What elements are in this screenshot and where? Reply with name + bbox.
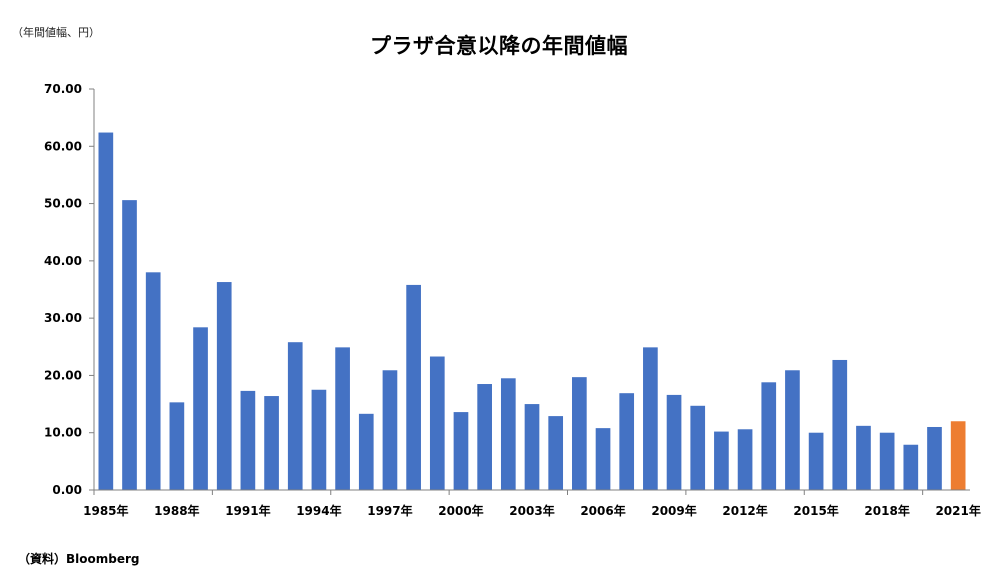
bar-1999年 (429, 356, 445, 490)
y-tick-label: 40.00 (44, 254, 82, 268)
bar-1991年 (240, 390, 256, 490)
y-ticks-group: 0.00 10.00 20.00 30.00 40.00 50.00 60.00 70.00 (44, 82, 94, 497)
y-tick-label: 20.00 (44, 368, 82, 382)
bar-1986年 (122, 200, 137, 490)
bar-1985年 (98, 132, 114, 491)
chart-title: プラザ合意以降の年間値幅 (370, 34, 628, 58)
bar-2018年 (879, 432, 895, 490)
bar-1993年 (287, 342, 303, 490)
bar-2005年 (572, 377, 587, 490)
bar-2012年 (737, 429, 753, 490)
bar-2011年 (714, 431, 729, 490)
y-tick-label: 10.00 (44, 426, 82, 440)
bar-2008年 (643, 347, 658, 490)
bar-2000年 (453, 412, 469, 490)
bar-2013年 (761, 382, 777, 490)
bar-1992年 (264, 396, 279, 490)
x-tick-label: 1994年 (296, 503, 341, 518)
bar-2002年 (500, 378, 516, 490)
bar-2015年 (808, 432, 824, 490)
bar-2003年 (524, 404, 540, 490)
bar-2001年 (477, 384, 492, 490)
x-tick-label: 1988年 (154, 503, 199, 518)
x-tick-label: 2000年 (438, 503, 483, 518)
y-tick-label: 30.00 (44, 311, 82, 325)
x-tick-label: 1997年 (367, 503, 412, 518)
bar-2006年 (595, 428, 611, 490)
bar-1994年 (311, 389, 327, 490)
x-tick-label: 2021年 (935, 503, 980, 518)
bar-2021年 (950, 421, 966, 490)
x-tick-label: 2012年 (722, 503, 767, 518)
bars-group (98, 132, 966, 491)
x-tick-label: 1991年 (225, 503, 270, 518)
bar-1987年 (145, 272, 161, 490)
x-tick-label: 2015年 (793, 503, 838, 518)
x-ticks-group: 1985年 1988年 1991年 1994年 1997年 2000年 2003年 2006年… (83, 490, 981, 518)
bar-2019年 (903, 444, 919, 490)
x-tick-label: 1985年 (83, 503, 128, 518)
y-tick-label: 0.00 (52, 483, 82, 497)
unit-label: （年間値幅、円） (12, 26, 100, 39)
bar-2016年 (832, 359, 848, 490)
bar-1997年 (382, 370, 398, 490)
y-tick-label: 50.00 (44, 197, 82, 211)
y-tick-label: 70.00 (44, 82, 82, 96)
bar-1996年 (358, 413, 374, 490)
bar-2004年 (548, 416, 564, 490)
bar-2017年 (856, 425, 871, 490)
bar-1998年 (406, 284, 421, 490)
x-tick-label: 2009年 (651, 503, 696, 518)
bar-1995年 (335, 347, 350, 490)
y-tick-label: 60.00 (44, 139, 82, 153)
x-tick-label: 2018年 (864, 503, 909, 518)
bar-2009年 (666, 394, 682, 490)
x-tick-label: 2003年 (509, 503, 554, 518)
bar-1989年 (193, 327, 208, 490)
bar-1990年 (216, 282, 232, 490)
bar-2014年 (785, 370, 800, 490)
bar-2010年 (690, 405, 706, 490)
bar-2020年 (927, 426, 942, 490)
source-note: （資料）Bloomberg (18, 552, 140, 566)
bar-2007年 (619, 393, 635, 490)
bar-1988年 (169, 402, 185, 490)
x-tick-label: 2006年 (580, 503, 625, 518)
